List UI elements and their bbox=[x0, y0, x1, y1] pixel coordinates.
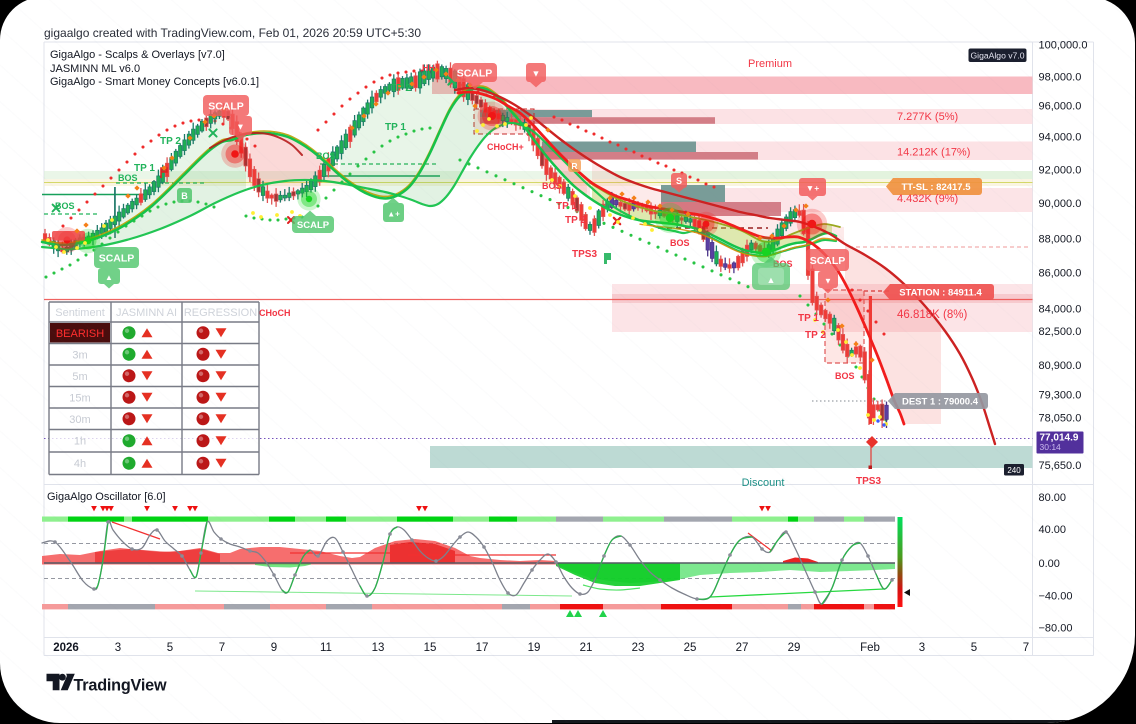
svg-text:−40.00: −40.00 bbox=[1039, 591, 1073, 603]
svg-text:REGRESSION: REGRESSION bbox=[184, 307, 257, 319]
svg-text:BOS: BOS bbox=[670, 238, 690, 248]
svg-text:GigaAlgo v7.0: GigaAlgo v7.0 bbox=[971, 51, 1025, 61]
svg-text:30:14: 30:14 bbox=[1040, 442, 1062, 452]
svg-text:Feb: Feb bbox=[860, 642, 880, 654]
svg-text:SCALP: SCALP bbox=[208, 100, 244, 112]
svg-text:77,014.9: 77,014.9 bbox=[1040, 433, 1079, 444]
svg-text:▲: ▲ bbox=[105, 273, 113, 282]
svg-text:27: 27 bbox=[736, 642, 749, 654]
svg-text:BOS: BOS bbox=[835, 371, 855, 381]
svg-text:▲: ▲ bbox=[767, 275, 776, 285]
svg-text:TP 2: TP 2 bbox=[160, 136, 181, 147]
svg-text:19: 19 bbox=[528, 642, 541, 654]
svg-text:86,000.0: 86,000.0 bbox=[1039, 268, 1082, 280]
svg-text:5: 5 bbox=[167, 642, 173, 654]
svg-text:7.277K (5%): 7.277K (5%) bbox=[897, 111, 958, 123]
svg-text:17: 17 bbox=[476, 642, 489, 654]
svg-text:S: S bbox=[676, 176, 682, 186]
svg-text:SCALP: SCALP bbox=[810, 255, 846, 267]
svg-text:TPS3: TPS3 bbox=[572, 249, 597, 260]
svg-text:96,000.0: 96,000.0 bbox=[1039, 101, 1082, 113]
svg-text:GigaAlgo Oscillator [6.0]: GigaAlgo Oscillator [6.0] bbox=[47, 491, 166, 503]
svg-text:11: 11 bbox=[320, 642, 332, 654]
svg-text:5m: 5m bbox=[72, 371, 87, 383]
svg-text:TP 2: TP 2 bbox=[390, 83, 411, 94]
svg-text:92,000.0: 92,000.0 bbox=[1039, 165, 1082, 177]
svg-text:14.212K (17%): 14.212K (17%) bbox=[897, 147, 970, 159]
svg-text:4.432K (9%): 4.432K (9%) bbox=[897, 193, 958, 205]
svg-text:SCALP: SCALP bbox=[99, 252, 135, 264]
svg-text:88,000.0: 88,000.0 bbox=[1039, 234, 1082, 246]
svg-text:CHoCH: CHoCH bbox=[259, 308, 291, 318]
svg-text:TP 1: TP 1 bbox=[385, 122, 406, 133]
svg-text:100,000.0: 100,000.0 bbox=[1039, 39, 1088, 51]
svg-text:5: 5 bbox=[971, 642, 977, 654]
svg-text:9: 9 bbox=[271, 642, 277, 654]
svg-text:75,650.0: 75,650.0 bbox=[1039, 460, 1082, 472]
svg-text:BOS: BOS bbox=[55, 201, 75, 211]
svg-text:3: 3 bbox=[919, 642, 925, 654]
svg-text:BOS: BOS bbox=[316, 151, 336, 161]
svg-text:JASMINN AI: JASMINN AI bbox=[116, 307, 177, 319]
svg-text:▼: ▼ bbox=[532, 69, 541, 79]
svg-text:1h: 1h bbox=[74, 436, 86, 448]
svg-text:94,000.0: 94,000.0 bbox=[1039, 132, 1082, 144]
svg-text:23: 23 bbox=[632, 642, 645, 654]
svg-text:TPS3: TPS3 bbox=[856, 476, 881, 487]
svg-text:90,000.0: 90,000.0 bbox=[1039, 198, 1082, 210]
svg-text:98,000.0: 98,000.0 bbox=[1039, 72, 1082, 84]
svg-text:25: 25 bbox=[684, 642, 697, 654]
svg-text:3m: 3m bbox=[72, 350, 87, 362]
svg-text:▼: ▼ bbox=[236, 122, 244, 132]
svg-text:TT-SL : 82417.5: TT-SL : 82417.5 bbox=[902, 182, 972, 193]
svg-text:B: B bbox=[181, 191, 188, 201]
svg-text:240: 240 bbox=[1007, 466, 1021, 475]
svg-text:4h: 4h bbox=[74, 458, 86, 470]
svg-text:▼+: ▼+ bbox=[806, 183, 819, 193]
svg-text:46.818K (8%): 46.818K (8%) bbox=[897, 309, 967, 321]
svg-text:TP 1: TP 1 bbox=[556, 201, 577, 212]
svg-text:TP 1: TP 1 bbox=[134, 163, 155, 174]
svg-text:BOS: BOS bbox=[542, 181, 562, 191]
svg-text:13: 13 bbox=[372, 642, 385, 654]
svg-text:78,050.0: 78,050.0 bbox=[1039, 413, 1082, 425]
svg-text:7: 7 bbox=[1023, 642, 1029, 654]
svg-text:SCALP: SCALP bbox=[297, 220, 330, 231]
svg-text:HH: HH bbox=[422, 63, 435, 73]
svg-text:21: 21 bbox=[580, 642, 593, 654]
svg-text:DEST 1 : 79000.4: DEST 1 : 79000.4 bbox=[902, 396, 979, 407]
svg-text:BEARISH: BEARISH bbox=[56, 328, 104, 340]
svg-text:82,500.0: 82,500.0 bbox=[1039, 326, 1082, 338]
svg-text:79,300.0: 79,300.0 bbox=[1039, 390, 1082, 402]
svg-text:80.00: 80.00 bbox=[1039, 492, 1067, 504]
svg-text:30m: 30m bbox=[69, 414, 90, 426]
svg-text:Sentiment: Sentiment bbox=[55, 307, 105, 319]
svg-text:TradingView: TradingView bbox=[74, 677, 167, 695]
svg-text:7: 7 bbox=[219, 642, 225, 654]
svg-text:CHoCH+: CHoCH+ bbox=[487, 142, 524, 152]
svg-text:TP 1: TP 1 bbox=[798, 313, 819, 324]
svg-text:−80.00: −80.00 bbox=[1039, 623, 1073, 635]
svg-text:29: 29 bbox=[788, 642, 801, 654]
svg-text:TP 2: TP 2 bbox=[565, 215, 586, 226]
svg-text:Discount: Discount bbox=[742, 477, 785, 489]
svg-text:STATION : 84911.4: STATION : 84911.4 bbox=[899, 287, 982, 298]
svg-text:80,900.0: 80,900.0 bbox=[1039, 360, 1082, 372]
svg-text:Premium: Premium bbox=[748, 58, 792, 70]
svg-text:▼: ▼ bbox=[824, 277, 832, 286]
svg-text:SCALP: SCALP bbox=[457, 67, 493, 79]
svg-text:BOS: BOS bbox=[118, 173, 138, 183]
svg-text:2026: 2026 bbox=[53, 642, 79, 654]
svg-text:15m: 15m bbox=[69, 393, 90, 405]
svg-text:▲+: ▲+ bbox=[387, 210, 400, 219]
svg-text:40.00: 40.00 bbox=[1039, 524, 1067, 536]
svg-text:TP 2: TP 2 bbox=[805, 330, 826, 341]
svg-text:3: 3 bbox=[115, 642, 121, 654]
svg-text:0.00: 0.00 bbox=[1039, 558, 1060, 570]
svg-text:84,000.0: 84,000.0 bbox=[1039, 304, 1082, 316]
svg-text:R: R bbox=[571, 161, 577, 171]
svg-text:15: 15 bbox=[424, 642, 437, 654]
